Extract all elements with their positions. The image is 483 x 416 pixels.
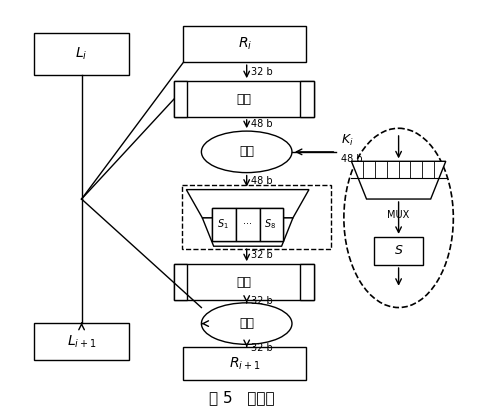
- Bar: [174, 264, 187, 300]
- Text: 32 b: 32 b: [252, 343, 273, 353]
- Bar: [184, 347, 306, 380]
- Text: $L_i$: $L_i$: [75, 46, 88, 62]
- Ellipse shape: [201, 131, 292, 173]
- Bar: [174, 264, 313, 300]
- Text: $L_{i+1}$: $L_{i+1}$: [67, 333, 97, 350]
- Polygon shape: [186, 190, 309, 218]
- Text: 置换: 置换: [236, 275, 251, 289]
- Text: 48 b: 48 b: [252, 176, 273, 186]
- Text: 扩展: 扩展: [236, 92, 251, 106]
- Bar: [212, 208, 236, 240]
- Text: 图 5   轮函数: 图 5 轮函数: [209, 390, 274, 405]
- Text: $K_i$: $K_i$: [341, 133, 354, 148]
- Bar: [184, 26, 306, 62]
- Bar: [212, 208, 284, 240]
- Bar: [34, 33, 129, 75]
- Text: $S$: $S$: [394, 245, 403, 258]
- Text: 48 b: 48 b: [252, 119, 273, 129]
- Ellipse shape: [201, 303, 292, 344]
- Bar: [174, 81, 313, 117]
- Text: 异或: 异或: [239, 145, 254, 158]
- Text: $S_8$: $S_8$: [264, 218, 276, 231]
- Bar: [174, 81, 187, 117]
- Text: 32 b: 32 b: [252, 250, 273, 260]
- Polygon shape: [202, 218, 293, 246]
- Bar: [374, 237, 423, 265]
- Bar: [182, 185, 331, 249]
- Text: $S_1$: $S_1$: [217, 218, 229, 231]
- Text: 异或: 异或: [239, 317, 254, 330]
- Bar: [236, 208, 259, 240]
- Text: 32 b: 32 b: [252, 67, 273, 77]
- Text: 32 b: 32 b: [252, 297, 273, 307]
- Bar: [34, 323, 129, 360]
- Text: ···: ···: [243, 220, 252, 230]
- Bar: [300, 81, 313, 117]
- Bar: [300, 264, 313, 300]
- Text: $R_i$: $R_i$: [238, 36, 252, 52]
- Ellipse shape: [344, 128, 454, 307]
- Polygon shape: [352, 161, 446, 199]
- Text: MUX: MUX: [387, 210, 410, 220]
- Bar: [259, 208, 284, 240]
- Text: 48 b: 48 b: [341, 154, 363, 164]
- Text: $R_{i+1}$: $R_{i+1}$: [229, 356, 260, 372]
